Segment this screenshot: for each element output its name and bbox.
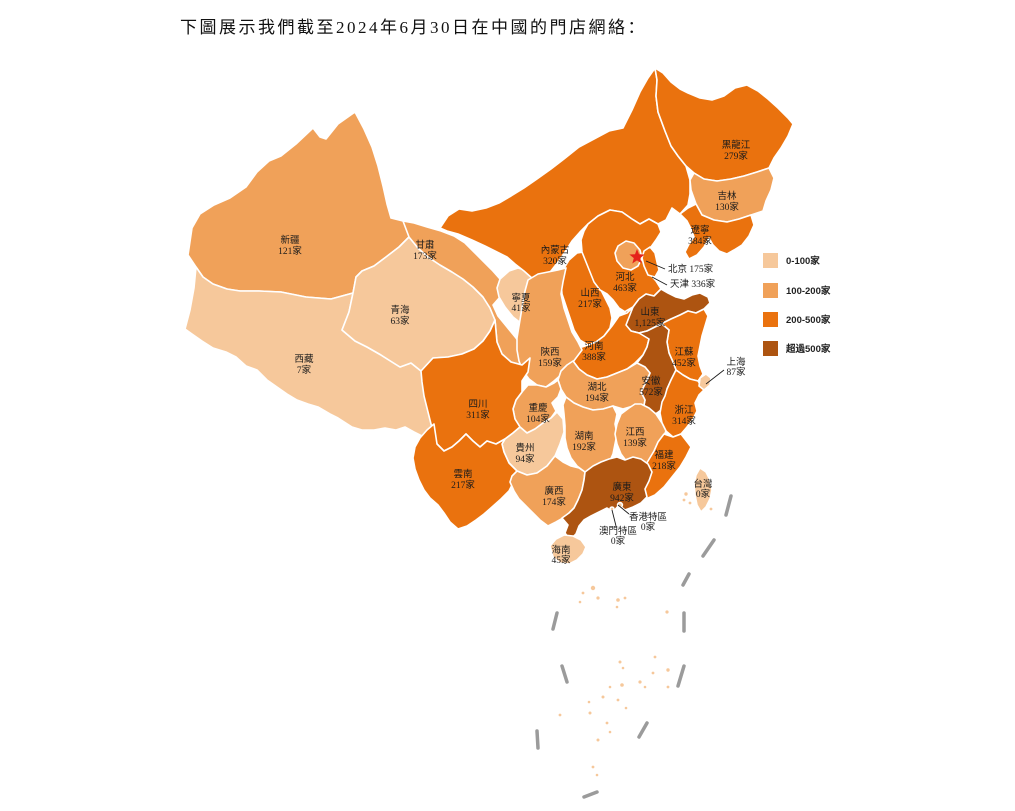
label-tianjin: 天津 336家 xyxy=(670,278,716,290)
legend-swatch-3 xyxy=(763,341,778,356)
region-yunnan xyxy=(412,423,518,530)
region-tibet xyxy=(184,266,438,445)
label-liaoning: 遼寧 384家 xyxy=(688,224,712,247)
label-shaanxi: 陝西 159家 xyxy=(538,347,562,369)
macau-callout-line xyxy=(611,509,617,527)
region-zhejiang xyxy=(659,369,705,438)
region-shanghai xyxy=(698,373,712,391)
region-tianjin xyxy=(641,246,660,278)
label-xinjiang: 新疆 121家 xyxy=(278,234,302,257)
label-zhejiang: 浙江 314家 xyxy=(672,404,696,427)
callout-lines xyxy=(611,260,725,527)
legend-label-3: 超過500家 xyxy=(785,343,831,355)
label-gansu: 甘肅 173家 xyxy=(413,239,437,262)
label-anhui: 安徽 572家 xyxy=(639,375,663,398)
legend: 0-100家 100-200家 200-500家 超過500家 xyxy=(763,253,831,356)
page-title: 下圖展示我們截至2024年6月30日在中國的門店網絡： xyxy=(180,18,647,37)
label-henan: 河南 388家 xyxy=(582,340,606,363)
label-sichuan: 四川 311家 xyxy=(466,399,490,421)
label-tibet: 西藏 7家 xyxy=(294,353,314,376)
region-heilongjiang xyxy=(654,67,794,182)
legend-label-2: 200-500家 xyxy=(786,314,831,326)
region-guangdong xyxy=(561,456,653,541)
tianjin-callout-line xyxy=(651,276,668,286)
beijing-callout-line xyxy=(645,260,666,270)
label-taiwan: 台灣 0家 xyxy=(693,478,713,500)
label-guangdong: 廣東 942家 xyxy=(610,481,634,504)
label-hubei: 湖北 194家 xyxy=(585,382,609,404)
capital-star-icon xyxy=(629,249,645,264)
label-hebei: 河北 463家 xyxy=(613,271,637,294)
minor-islets xyxy=(682,492,713,511)
legend-swatch-2 xyxy=(763,312,778,327)
nine-dash-line xyxy=(535,494,733,799)
region-hainan xyxy=(549,534,587,565)
region-beijing xyxy=(614,240,643,271)
label-ningxia: 寧夏 41家 xyxy=(511,292,531,314)
label-chongqing: 重慶 104家 xyxy=(526,402,550,425)
label-neimenggu: 內蒙古 320家 xyxy=(541,244,570,267)
label-hongkong: 香港特區 0家 xyxy=(629,511,667,533)
label-jiangsu: 江蘇 452家 xyxy=(672,346,696,369)
sea-islands-dots xyxy=(558,585,670,777)
label-jiangxi: 江西 139家 xyxy=(623,427,647,449)
label-shanghai: 上海 87家 xyxy=(726,356,746,378)
legend-swatch-0 xyxy=(763,253,778,268)
hongkong-callout-line xyxy=(617,504,630,515)
map-regions xyxy=(184,67,794,565)
label-hainan: 海南 45家 xyxy=(551,544,571,566)
label-macau: 澳門特區 0家 xyxy=(599,525,637,547)
label-qinghai: 青海 63家 xyxy=(390,304,410,327)
label-fujian: 福建 218家 xyxy=(652,449,676,472)
region-taiwan xyxy=(693,467,713,513)
label-heilongjiang: 黑龍江 279家 xyxy=(722,139,751,162)
legend-label-0: 0-100家 xyxy=(786,255,820,267)
label-beijing: 北京 175家 xyxy=(668,263,714,275)
label-jilin: 吉林 130家 xyxy=(715,190,739,213)
region-liaoning xyxy=(679,203,755,260)
region-fujian xyxy=(638,433,692,500)
label-hunan: 湖南 192家 xyxy=(572,430,596,453)
legend-swatch-1 xyxy=(763,283,778,298)
label-guangxi: 廣西 174家 xyxy=(542,485,566,508)
legend-label-1: 100-200家 xyxy=(786,285,831,297)
shanghai-callout-line xyxy=(705,369,725,385)
label-guizhou: 貴州 94家 xyxy=(515,442,535,465)
label-shandong: 山東 1,125家 xyxy=(635,306,666,329)
label-shanxi: 山西 217家 xyxy=(578,288,602,310)
label-yunnan: 雲南 217家 xyxy=(451,468,475,491)
